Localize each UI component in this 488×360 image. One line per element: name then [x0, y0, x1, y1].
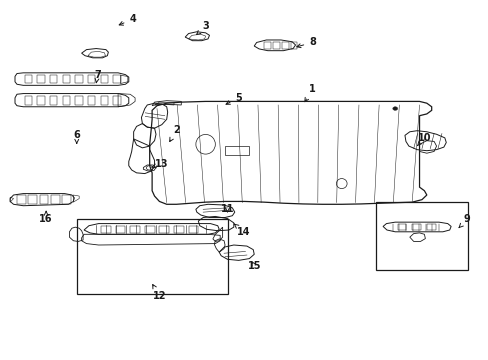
Text: 10: 10	[417, 133, 430, 146]
Text: 8: 8	[296, 37, 315, 48]
Text: 9: 9	[458, 214, 469, 228]
Text: 13: 13	[152, 159, 168, 169]
Text: 4: 4	[119, 14, 136, 25]
Text: 6: 6	[73, 130, 80, 143]
Text: 14: 14	[234, 224, 250, 237]
Text: 5: 5	[225, 93, 242, 104]
Text: 3: 3	[196, 21, 208, 35]
Text: 15: 15	[247, 261, 261, 271]
Bar	[77, 219, 228, 294]
Text: 16: 16	[40, 211, 53, 224]
Bar	[375, 202, 467, 270]
Text: 11: 11	[220, 203, 234, 213]
Text: 1: 1	[304, 84, 315, 102]
Text: 2: 2	[169, 125, 180, 141]
Ellipse shape	[392, 107, 397, 111]
Text: 12: 12	[152, 284, 166, 301]
Text: 7: 7	[94, 69, 101, 83]
